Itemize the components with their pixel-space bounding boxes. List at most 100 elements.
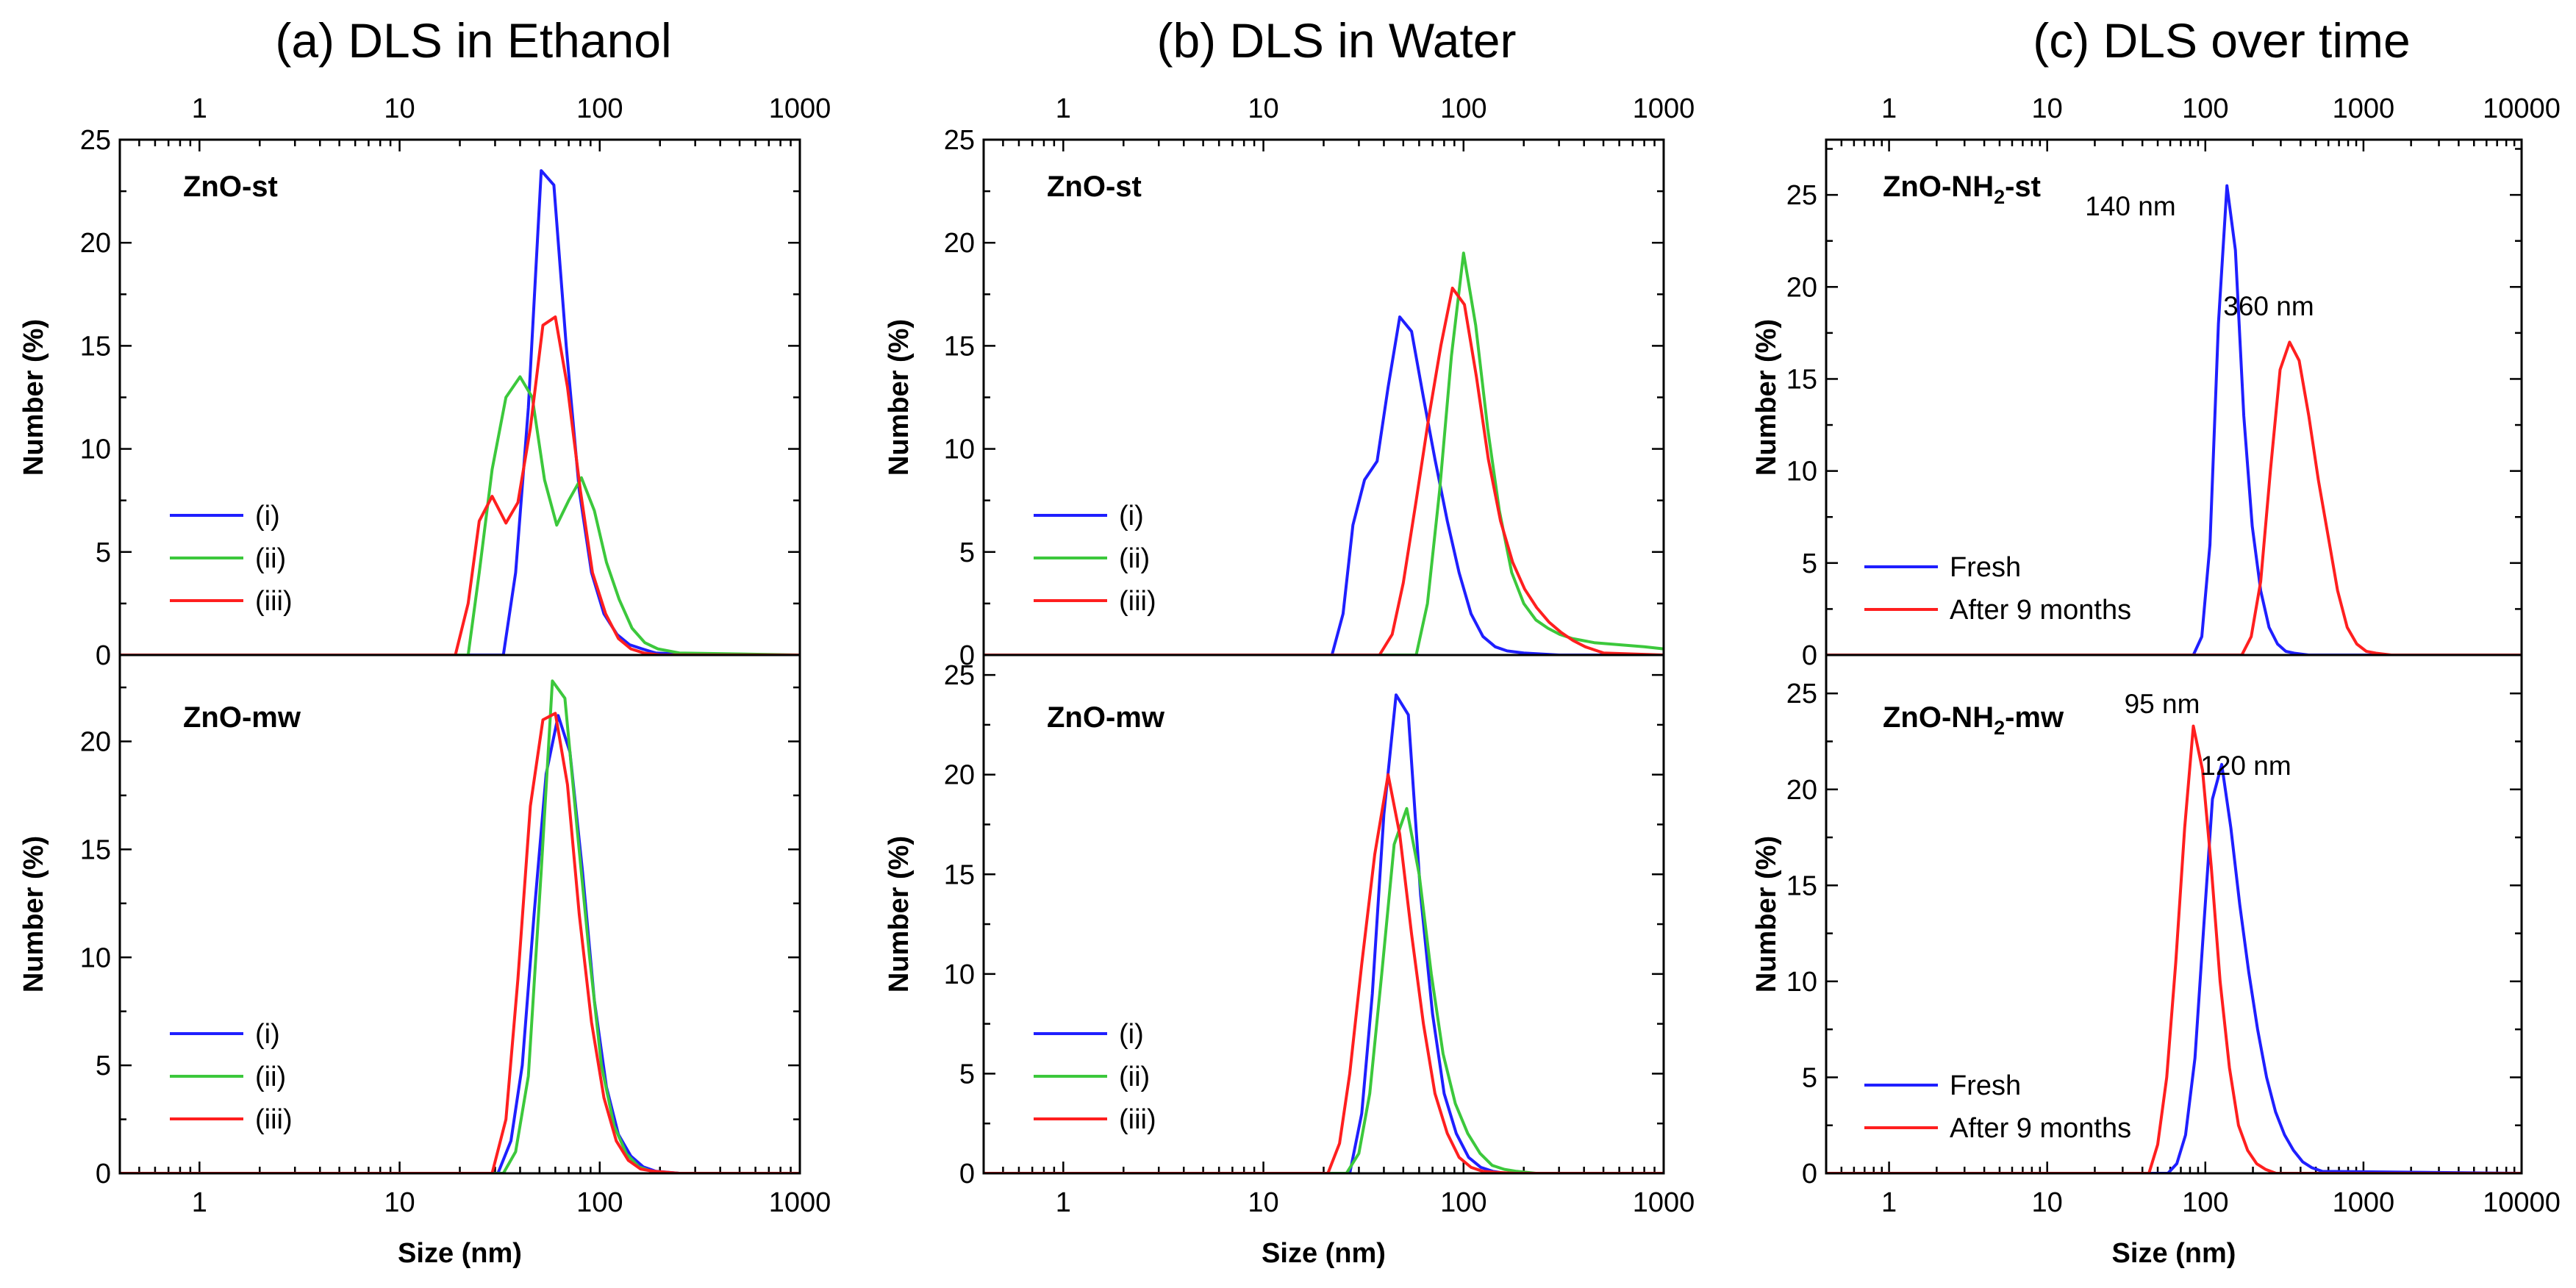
series-line-iii bbox=[120, 712, 800, 1173]
x-tick-label-top: 1000 bbox=[769, 93, 831, 124]
y-tick-label: 5 bbox=[96, 537, 111, 568]
sample-label: ZnO-mw bbox=[1047, 701, 1165, 734]
y-tick-label: 25 bbox=[944, 660, 975, 691]
y-tick-label: 0 bbox=[959, 1159, 975, 1189]
series-line-i bbox=[984, 693, 1664, 1173]
series-line-ii bbox=[984, 251, 1664, 655]
series-line-ii bbox=[120, 375, 800, 655]
y-tick-label: 20 bbox=[80, 727, 111, 758]
x-tick-label-bottom: 1000 bbox=[2333, 1187, 2395, 1218]
y-tick-label: 10 bbox=[1786, 457, 1817, 487]
sample-label: ZnO-NH2-st bbox=[1883, 171, 2041, 208]
series-line-i bbox=[120, 714, 800, 1173]
x-tick-label-bottom: 10 bbox=[2032, 1187, 2063, 1218]
y-tick-label: 25 bbox=[1786, 679, 1817, 709]
y-tick-label: 0 bbox=[1802, 1159, 1817, 1189]
y-tick-label: 25 bbox=[944, 125, 975, 156]
sample-label: ZnO-st bbox=[183, 171, 278, 203]
y-tick-label: 15 bbox=[80, 834, 111, 865]
x-tick-label-bottom: 1000 bbox=[1633, 1187, 1695, 1218]
x-tick-label-top: 1 bbox=[1881, 93, 1897, 124]
sample-label: ZnO-mw bbox=[183, 701, 301, 734]
peak-annotation: 360 nm bbox=[2223, 291, 2314, 321]
legend-label: Fresh bbox=[1950, 552, 2021, 583]
y-tick-label: 0 bbox=[96, 640, 111, 671]
y-tick-label: 0 bbox=[959, 640, 975, 671]
y-tick-label: 0 bbox=[1802, 640, 1817, 671]
legend-label: Fresh bbox=[1950, 1070, 2021, 1101]
y-tick-label: 20 bbox=[1786, 775, 1817, 806]
legend-label: (ii) bbox=[255, 1062, 286, 1092]
panel-title: (b) DLS in Water bbox=[1156, 13, 1516, 68]
x-tick-label-top: 100 bbox=[2182, 93, 2228, 124]
x-tick-label-bottom: 100 bbox=[576, 1187, 623, 1218]
subplot-bottom: 0 5 10 15 20 25 Number (%) ZnO-mw (i) (ii) (iii) bbox=[884, 654, 1665, 1189]
legend: (i) (ii) (iii) bbox=[170, 501, 293, 617]
y-axis-label: Number (%) bbox=[1751, 836, 1782, 992]
series-line-iii bbox=[984, 773, 1664, 1173]
plot-frame bbox=[118, 138, 801, 656]
y-tick-label: 10 bbox=[80, 434, 111, 465]
subplot-top: 0 5 10 15 20 25 Number (%) ZnO-NH2-st Fresh After… bbox=[1751, 138, 2523, 671]
y-tick-label: 5 bbox=[1802, 548, 1817, 579]
subplot-top: 0 5 10 15 20 25 Number (%) ZnO-st (i) (ii) (iii) bbox=[18, 125, 801, 671]
series-line-i bbox=[120, 169, 800, 655]
y-tick-label: 20 bbox=[1786, 272, 1817, 303]
legend-label: (i) bbox=[1119, 501, 1144, 532]
subplot-bottom: 0 5 10 15 20 Number (%) ZnO-mw (i) (ii) (iii) bbox=[18, 654, 801, 1189]
x-axis-label: Size (nm) bbox=[1262, 1238, 1386, 1269]
y-tick-label: 10 bbox=[944, 959, 975, 990]
legend-label: (iii) bbox=[255, 1104, 293, 1135]
x-tick-label-bottom: 1 bbox=[1881, 1187, 1897, 1218]
series-line-after-9-months bbox=[1826, 340, 2522, 655]
legend-label: (iii) bbox=[1119, 1104, 1156, 1135]
legend: Fresh After 9 months bbox=[1864, 1070, 2131, 1144]
peak-annotation: 140 nm bbox=[2085, 191, 2175, 221]
legend-label: (i) bbox=[255, 501, 280, 532]
series-line-fresh bbox=[1826, 184, 2522, 655]
x-tick-label-bottom: 100 bbox=[2182, 1187, 2228, 1218]
x-axis-label: Size (nm) bbox=[2112, 1238, 2236, 1269]
y-tick-label: 5 bbox=[959, 1059, 975, 1090]
peak-annotation: 120 nm bbox=[2200, 751, 2291, 781]
legend-label: (iii) bbox=[255, 586, 293, 617]
x-axis-label: Size (nm) bbox=[398, 1238, 522, 1269]
sample-label: ZnO-st bbox=[1047, 171, 1142, 203]
x-tick-label-top: 1 bbox=[1056, 93, 1071, 124]
series-line-ii bbox=[120, 679, 800, 1173]
series-line-i bbox=[984, 315, 1664, 655]
y-tick-label: 20 bbox=[944, 228, 975, 259]
y-tick-label: 25 bbox=[1786, 180, 1817, 211]
x-tick-label-top: 10000 bbox=[2483, 93, 2561, 124]
legend-label: After 9 months bbox=[1950, 595, 2131, 626]
x-tick-label-bottom: 1 bbox=[1056, 1187, 1071, 1218]
x-tick-label-bottom: 100 bbox=[1440, 1187, 1486, 1218]
sample-label: ZnO-NH2-mw bbox=[1883, 701, 2064, 739]
x-tick-label-top: 10 bbox=[1248, 93, 1278, 124]
legend-label: (i) bbox=[255, 1019, 280, 1050]
x-tick-label-top: 1 bbox=[192, 93, 207, 124]
x-tick-label-top: 1000 bbox=[2333, 93, 2395, 124]
y-tick-label: 25 bbox=[80, 125, 111, 156]
x-tick-label-bottom: 10 bbox=[384, 1187, 415, 1218]
legend-label: (ii) bbox=[1119, 1062, 1150, 1092]
y-tick-label: 0 bbox=[96, 1159, 111, 1189]
subplot-bottom: 0 5 10 15 20 25 Number (%) ZnO-NH2-mw Fresh After… bbox=[1751, 654, 2523, 1189]
y-tick-label: 20 bbox=[80, 228, 111, 259]
y-axis-label: Number (%) bbox=[18, 319, 49, 476]
y-axis-label: Number (%) bbox=[884, 319, 915, 476]
x-tick-label-bottom: 1 bbox=[192, 1187, 207, 1218]
x-tick-label-bottom: 1000 bbox=[769, 1187, 831, 1218]
plot-frame bbox=[982, 138, 1665, 656]
y-axis-label: Number (%) bbox=[18, 836, 49, 992]
y-tick-label: 5 bbox=[959, 537, 975, 568]
x-tick-label-top: 100 bbox=[1440, 93, 1486, 124]
panel-2: (b) DLS in Water Size (nm) 1 1 10 10 100 100 100… bbox=[884, 13, 1695, 1269]
legend: (i) (ii) (iii) bbox=[1034, 1019, 1156, 1135]
y-tick-label: 15 bbox=[944, 331, 975, 362]
legend: (i) (ii) (iii) bbox=[170, 1019, 293, 1135]
peak-annotation: 95 nm bbox=[2125, 689, 2200, 719]
x-tick-label-top: 10 bbox=[384, 93, 415, 124]
